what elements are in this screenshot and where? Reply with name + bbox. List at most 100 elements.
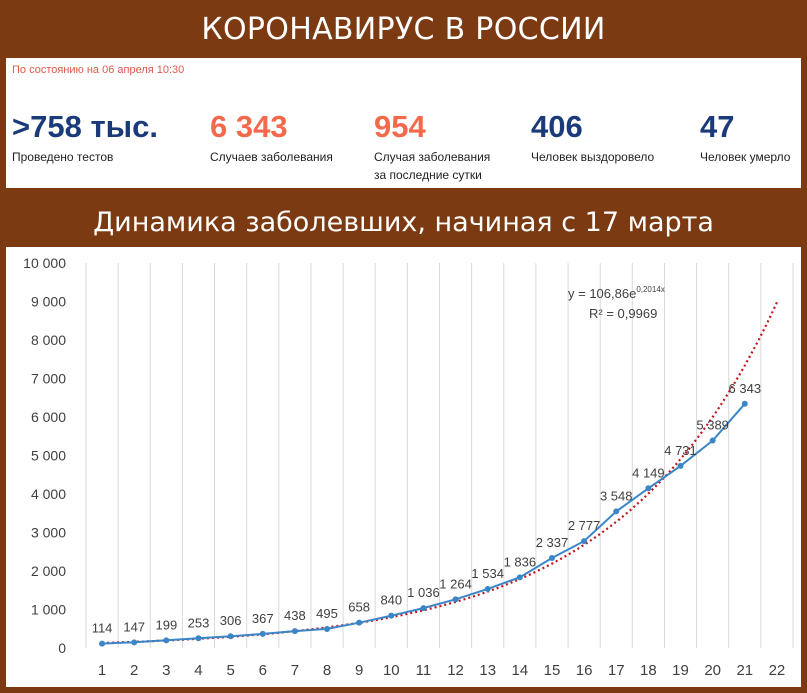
stat-value: 6 343 (210, 109, 288, 144)
x-tick-label: 5 (226, 662, 234, 679)
x-tick-label: 4 (194, 662, 202, 679)
y-tick-label: 2 000 (31, 563, 66, 579)
x-tick-labels: 1 2 3 4 5 6 7 8 9 10 11 12 13 14 15 16 17 18 19 20 21 22 (98, 662, 785, 679)
stat-value: 406 (531, 109, 583, 144)
data-point (484, 585, 491, 592)
stats-panel: По состоянию на 06 апреля 10:30 >758 тыс… (6, 58, 801, 188)
data-point (677, 462, 684, 469)
chart-panel: 0 1 000 2 000 3 000 4 000 5 000 6 000 7 000 8 00… (6, 247, 801, 687)
x-tick-label: 17 (608, 662, 625, 679)
data-point (741, 400, 748, 407)
x-tick-label: 12 (447, 662, 464, 679)
x-tick-label: 7 (291, 662, 299, 679)
data-label: 1 836 (504, 554, 537, 569)
y-tick-label: 0 (58, 640, 66, 656)
data-label: 1 264 (439, 576, 472, 591)
stat-label: Человек умерло (700, 150, 791, 164)
data-point (291, 628, 298, 635)
data-point (645, 485, 652, 492)
y-tick-label: 10 000 (23, 255, 66, 271)
data-point (613, 508, 620, 515)
chart-section-title: Динамика заболевших, начиная с 17 марта (93, 207, 714, 238)
data-label: 495 (316, 606, 338, 621)
y-tick-label: 1 000 (31, 602, 66, 618)
y-tick-label: 8 000 (31, 332, 66, 348)
trendline (102, 301, 778, 645)
data-point (388, 612, 395, 619)
data-label: 438 (284, 608, 306, 623)
x-tick-label: 10 (383, 662, 400, 679)
x-tick-label: 2 (130, 662, 138, 679)
data-label: 367 (252, 611, 274, 626)
data-point (324, 625, 331, 632)
data-point (163, 637, 170, 644)
y-tick-label: 5 000 (31, 448, 66, 464)
data-label: 4 149 (632, 465, 665, 480)
stat-recovered: 406 Человек выздоровело (531, 108, 654, 166)
x-tick-label: 13 (479, 662, 496, 679)
data-point (709, 437, 716, 444)
data-point (548, 555, 555, 562)
data-point (131, 639, 138, 646)
stat-label: Проведено тестов (12, 150, 114, 164)
x-tick-label: 8 (323, 662, 331, 679)
data-point (420, 605, 427, 612)
data-point (259, 630, 266, 637)
data-point (452, 596, 459, 603)
x-tick-label: 18 (640, 662, 657, 679)
data-label: 253 (188, 615, 210, 630)
data-point (195, 635, 202, 642)
y-tick-labels: 0 1 000 2 000 3 000 4 000 5 000 6 000 7 000 8 00… (23, 255, 66, 656)
stat-cases: 6 343 Случаев заболевания (210, 108, 333, 166)
x-tick-label: 3 (162, 662, 170, 679)
y-tick-label: 9 000 (31, 294, 66, 310)
x-tick-label: 16 (576, 662, 593, 679)
data-label: 658 (348, 600, 370, 615)
data-label: 2 337 (536, 535, 569, 550)
data-label: 306 (220, 613, 242, 628)
data-label: 1 534 (471, 566, 504, 581)
data-point (99, 640, 106, 647)
x-tick-label: 14 (511, 662, 528, 679)
trendline-equation: y = 106,86e0,2014x (568, 285, 665, 301)
stat-tests: >758 тыс. Проведено тестов (12, 108, 158, 166)
x-tick-label: 20 (704, 662, 721, 679)
stat-value: 47 (700, 109, 735, 144)
x-tick-label: 19 (672, 662, 689, 679)
data-point (581, 538, 588, 545)
y-tick-label: 3 000 (31, 525, 66, 541)
stat-deaths: 47 Человек умерло (700, 108, 790, 166)
y-tick-label: 6 000 (31, 409, 66, 425)
data-label: 6 343 (729, 381, 762, 396)
data-label: 114 (92, 621, 113, 636)
r-squared: R² = 0,9969 (589, 306, 657, 321)
stat-new-cases: 954 Случая заболевания за последние сутк… (374, 108, 504, 184)
as-of-timestamp: По состоянию на 06 апреля 10:30 (12, 64, 185, 76)
data-label: 5 389 (696, 418, 729, 433)
y-tick-label: 4 000 (31, 486, 66, 502)
data-point (227, 633, 234, 640)
data-label: 147 (123, 619, 145, 634)
data-label: 840 (380, 593, 402, 608)
cases-chart: 0 1 000 2 000 3 000 4 000 5 000 6 000 7 000 8 00… (23, 255, 794, 679)
x-tick-label: 1 (98, 662, 106, 679)
data-label: 2 777 (568, 518, 601, 533)
x-tick-label: 22 (769, 662, 786, 679)
stat-value: >758 тыс. (12, 109, 158, 144)
stat-label: Случаев заболевания (210, 150, 333, 164)
x-tick-label: 9 (355, 662, 363, 679)
data-point (516, 574, 523, 581)
data-label: 199 (155, 617, 177, 632)
data-label: 4 731 (664, 443, 697, 458)
data-label: 1 036 (407, 585, 440, 600)
stat-label: Случая заболевания за последние сутки (374, 150, 491, 182)
x-tick-label: 15 (544, 662, 561, 679)
x-tick-label: 6 (259, 662, 267, 679)
page-title: КОРОНАВИРУС В РОССИИ (201, 12, 606, 47)
stat-label: Человек выздоровело (531, 150, 655, 164)
x-tick-label: 11 (416, 662, 432, 679)
data-point (356, 619, 363, 626)
data-points (99, 400, 748, 647)
y-tick-label: 7 000 (31, 371, 66, 387)
